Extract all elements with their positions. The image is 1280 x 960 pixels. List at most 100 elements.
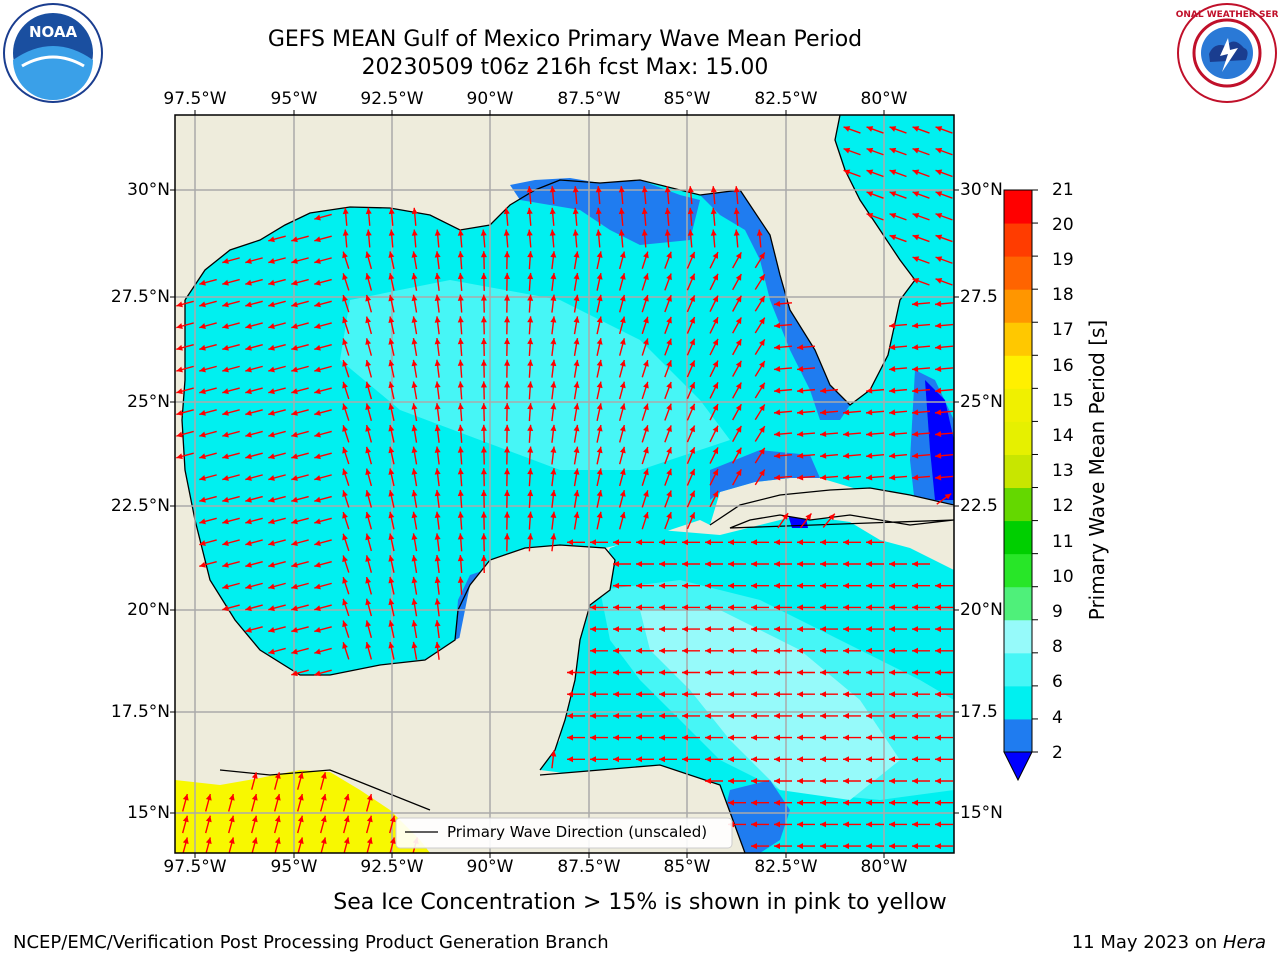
lat-label-left-5: 17.5°N bbox=[110, 702, 170, 722]
lon-label-bottom-0: 97.5°W bbox=[163, 857, 227, 877]
wave-arrow bbox=[613, 669, 631, 676]
colorbar-segment bbox=[1004, 619, 1032, 654]
wave-arrow bbox=[866, 561, 884, 567]
wave-arrow bbox=[866, 212, 884, 221]
wave-arrow bbox=[819, 387, 839, 394]
wave-arrow bbox=[245, 495, 263, 503]
wave-arrow bbox=[889, 669, 907, 676]
wave-arrow bbox=[434, 424, 441, 443]
wave-arrow bbox=[549, 207, 556, 226]
wave-arrow bbox=[820, 691, 838, 698]
wave-arrow bbox=[199, 343, 217, 351]
wave-arrow bbox=[176, 365, 194, 373]
lat-label-left-2: 25°N bbox=[127, 392, 170, 412]
colorbar-segment bbox=[1004, 718, 1032, 753]
wave-arrow bbox=[573, 424, 580, 443]
wave-arrow bbox=[686, 490, 696, 508]
wave-arrow bbox=[527, 316, 534, 335]
wave-arrow bbox=[457, 576, 464, 595]
wave-arrow bbox=[526, 186, 533, 205]
wave-arrow bbox=[934, 322, 954, 329]
wave-arrow bbox=[686, 360, 696, 378]
wave-arrow bbox=[889, 126, 907, 134]
wave-arrow bbox=[709, 382, 719, 399]
wave-arrow bbox=[567, 669, 585, 676]
wave-arrow bbox=[388, 294, 395, 313]
lon-label-top-0: 97.5°W bbox=[163, 89, 227, 109]
wave-arrow bbox=[889, 626, 907, 633]
lat-label-right-2: 25°N bbox=[960, 392, 1003, 412]
wave-arrow bbox=[705, 647, 723, 654]
colorbar-tick-18: 18 bbox=[1052, 285, 1074, 305]
wave-arrow bbox=[912, 147, 930, 156]
wave-arrow bbox=[314, 430, 332, 438]
wave-arrow bbox=[595, 186, 602, 205]
wave-arrow bbox=[596, 468, 603, 487]
wave-arrow bbox=[590, 669, 608, 676]
wave-arrow bbox=[176, 387, 194, 395]
wave-arrow bbox=[912, 126, 930, 134]
wave-arrow bbox=[641, 229, 648, 248]
wave-arrow bbox=[682, 561, 700, 567]
wave-arrow bbox=[319, 793, 327, 812]
wave-arrow bbox=[912, 821, 930, 828]
wave-arrow bbox=[314, 669, 332, 677]
wave-arrow bbox=[411, 446, 418, 465]
wave-arrow bbox=[222, 300, 240, 308]
wave-arrow bbox=[291, 343, 309, 351]
wave-arrow bbox=[732, 447, 742, 464]
wave-arrow bbox=[567, 539, 585, 546]
wave-arrow bbox=[754, 317, 766, 334]
wave-arrow bbox=[388, 338, 395, 356]
wave-arrow bbox=[659, 712, 677, 719]
footer-left: NCEP/EMC/Verification Post Processing Pr… bbox=[13, 932, 609, 953]
wave-arrow bbox=[865, 452, 885, 459]
colorbar-segment bbox=[1004, 553, 1032, 588]
wave-arrow bbox=[504, 468, 511, 487]
wave-arrow bbox=[728, 691, 746, 698]
wave-arrow bbox=[291, 560, 309, 568]
wave-arrow bbox=[573, 251, 580, 270]
wave-direction-arrows bbox=[176, 126, 954, 853]
nws-logo: NATIONAL WEATHER SERVICE bbox=[1176, 3, 1278, 103]
wave-arrow bbox=[342, 273, 350, 291]
wave-arrow bbox=[245, 560, 263, 568]
wave-arrow bbox=[388, 251, 395, 270]
wave-arrow bbox=[866, 647, 884, 654]
wave-arrow bbox=[659, 647, 677, 654]
wave-arrow bbox=[590, 734, 608, 741]
wave-arrow bbox=[596, 424, 603, 443]
wave-arrow bbox=[365, 273, 373, 291]
wave-arrow bbox=[314, 626, 332, 633]
wave-arrow bbox=[774, 561, 792, 567]
wave-arrow bbox=[342, 207, 349, 226]
colorbar-tick-16: 16 bbox=[1052, 356, 1074, 376]
wave-arrow bbox=[480, 359, 487, 378]
wave-arrow bbox=[480, 251, 487, 270]
wave-arrow bbox=[268, 517, 286, 525]
wave-arrow bbox=[457, 533, 464, 552]
wave-arrow bbox=[866, 604, 884, 611]
wave-arrow bbox=[268, 322, 286, 329]
wave-arrow bbox=[268, 257, 286, 264]
wave-arrow bbox=[751, 582, 769, 589]
wave-arrow bbox=[733, 207, 740, 226]
wave-arrow bbox=[912, 712, 930, 719]
wave-arrow bbox=[659, 539, 677, 546]
wave-arrow bbox=[245, 300, 263, 308]
wave-arrow bbox=[774, 799, 792, 806]
wave-arrow bbox=[176, 430, 194, 438]
wave-arrow bbox=[245, 452, 263, 460]
wave-arrow bbox=[342, 403, 350, 421]
wave-arrow bbox=[889, 756, 907, 763]
wave-arrow bbox=[596, 511, 603, 530]
wave-arrow bbox=[573, 272, 580, 291]
wave-arrow bbox=[705, 561, 723, 567]
wave-arrow bbox=[843, 712, 861, 719]
wave-arrow bbox=[365, 207, 372, 226]
wave-arrow bbox=[297, 837, 304, 853]
wave-arrow bbox=[504, 381, 511, 400]
wave-arrow bbox=[366, 837, 373, 853]
wave-arrow bbox=[434, 554, 441, 574]
wave-arrow bbox=[751, 539, 769, 546]
